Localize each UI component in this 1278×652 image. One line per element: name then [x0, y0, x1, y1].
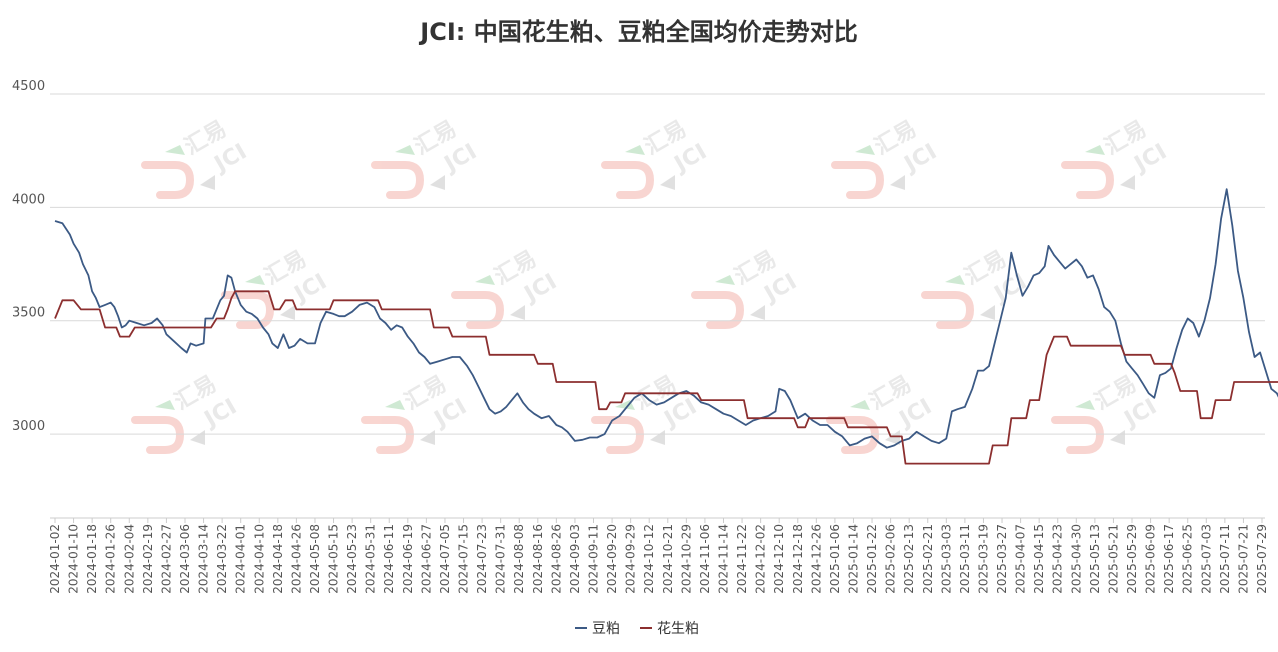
x-tick-label: 2024-03-06 — [178, 524, 192, 594]
x-tick-label: 2024-07-31 — [494, 524, 508, 594]
x-tick-label: 2024-02-04 — [122, 524, 136, 594]
x-tick-label: 2024-08-26 — [549, 524, 563, 594]
x-tick-label: 2024-03-22 — [215, 524, 229, 594]
series-line-soymeal — [54, 188, 1278, 449]
x-tick-label: 2024-09-29 — [624, 524, 638, 594]
x-tick-label: 2025-03-19 — [976, 524, 990, 594]
x-tick-label: 2024-12-26 — [809, 524, 823, 594]
x-tick-label: 2024-08-16 — [531, 524, 545, 594]
x-tick-label: 2025-06-09 — [1144, 524, 1158, 594]
x-tick-label: 2025-07-29 — [1255, 524, 1269, 594]
y-tick-label: 4500 — [12, 79, 45, 94]
x-tick-label: 2025-04-23 — [1051, 524, 1065, 594]
y-axis-ticks: 3000 3500 4000 4500 — [12, 79, 45, 434]
x-tick-label: 2025-06-25 — [1181, 524, 1195, 594]
x-tick-label: 2024-04-01 — [234, 524, 248, 594]
x-tick-label: 2024-10-12 — [642, 524, 656, 594]
x-tick-label: 2024-12-10 — [772, 524, 786, 594]
x-tick-label: 2024-01-18 — [85, 524, 99, 594]
x-tick-label: 2024-07-05 — [438, 524, 452, 594]
x-tick-label: 2025-03-03 — [939, 524, 953, 594]
x-tick-label: 2025-01-06 — [828, 524, 842, 594]
legend-label[interactable]: 花生粕 — [657, 621, 699, 637]
x-tick-label: 2024-04-26 — [289, 524, 303, 594]
x-tick-label: 2024-11-06 — [698, 524, 712, 594]
x-tick-label: 2025-03-27 — [995, 524, 1009, 594]
x-tick-label: 2025-04-15 — [1032, 524, 1046, 594]
x-tick-label: 2024-10-29 — [679, 524, 693, 594]
x-tick-label: 2025-05-13 — [1088, 524, 1102, 594]
x-tick-label: 2024-12-18 — [791, 524, 805, 594]
x-tick-label: 2025-05-29 — [1125, 524, 1139, 594]
x-tick-label: 2025-02-13 — [902, 524, 916, 594]
x-tick-label: 2024-03-14 — [197, 524, 211, 594]
x-tick-label: 2024-04-18 — [271, 524, 285, 594]
x-tick-label: 2024-07-15 — [457, 524, 471, 594]
x-tick-label: 2024-01-26 — [104, 524, 118, 594]
legend[interactable]: 豆粕 花生粕 — [575, 621, 699, 637]
x-tick-label: 2025-04-07 — [1014, 524, 1028, 594]
x-tick-label: 2024-05-23 — [345, 524, 359, 594]
x-tick-label: 2025-01-22 — [865, 524, 879, 594]
x-axis-ticks: 2024-01-02 2024-01-10 2024-01-18 2024-01-26… — [48, 518, 1269, 594]
legend-label[interactable]: 豆粕 — [592, 621, 620, 637]
y-tick-label: 3500 — [12, 306, 45, 321]
series-line-peanutmeal — [54, 290, 1278, 465]
x-tick-label: 2024-10-21 — [661, 524, 675, 594]
x-tick-label: 2025-03-11 — [958, 524, 972, 594]
x-tick-label: 2024-05-08 — [308, 524, 322, 594]
x-tick-label: 2024-11-22 — [735, 524, 749, 594]
x-tick-label: 2024-01-02 — [48, 524, 62, 594]
x-tick-label: 2024-01-10 — [67, 524, 81, 594]
x-tick-label: 2024-09-03 — [568, 524, 582, 594]
y-tick-label: 4000 — [12, 192, 45, 207]
x-tick-label: 2025-02-21 — [921, 524, 935, 594]
x-tick-label: 2024-08-08 — [512, 524, 526, 594]
x-tick-label: 2025-01-14 — [846, 524, 860, 594]
x-tick-label: 2025-07-03 — [1199, 524, 1213, 594]
x-tick-label: 2024-12-02 — [754, 524, 768, 594]
x-tick-label: 2025-05-21 — [1106, 524, 1120, 594]
chart-title: JCI: 中国花生粕、豆粕全国均价走势对比 — [418, 18, 857, 46]
x-tick-label: 2024-04-10 — [252, 524, 266, 594]
x-tick-label: 2025-02-06 — [884, 524, 898, 594]
x-tick-label: 2024-07-23 — [475, 524, 489, 594]
series-lines — [54, 188, 1278, 465]
x-tick-label: 2025-07-11 — [1218, 524, 1232, 594]
x-tick-label: 2024-05-15 — [327, 524, 341, 594]
gridlines — [50, 93, 1265, 435]
x-tick-label: 2025-07-21 — [1236, 524, 1250, 594]
x-tick-label: 2024-05-31 — [364, 524, 378, 594]
y-tick-label: 3000 — [12, 419, 45, 434]
x-tick-label: 2024-02-27 — [159, 524, 173, 594]
x-tick-label: 2024-09-11 — [587, 524, 601, 594]
x-tick-label: 2024-06-11 — [382, 524, 396, 594]
x-tick-label: 2025-04-30 — [1069, 524, 1083, 594]
x-tick-label: 2024-11-14 — [716, 524, 730, 594]
x-tick-label: 2024-02-19 — [141, 524, 155, 594]
x-tick-label: 2024-06-27 — [419, 524, 433, 594]
x-tick-label: 2024-06-19 — [401, 524, 415, 594]
x-tick-label: 2024-09-20 — [605, 524, 619, 594]
x-tick-label: 2025-06-17 — [1162, 524, 1176, 594]
